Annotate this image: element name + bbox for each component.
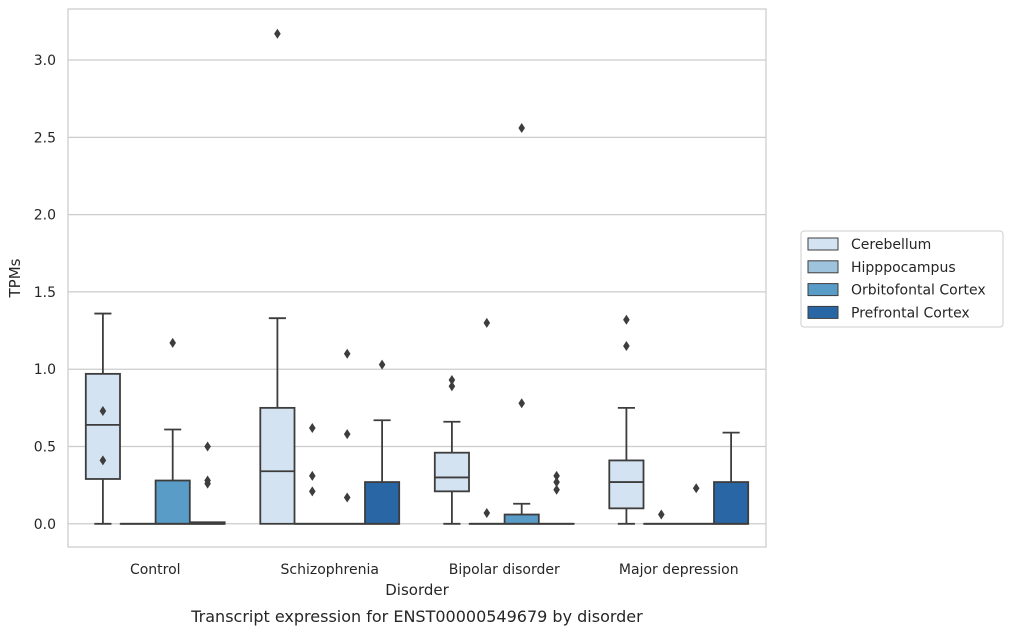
outlier-point	[309, 422, 316, 433]
y-tick-label: 0.5	[34, 440, 56, 456]
outlier-point	[553, 477, 560, 488]
outlier-point	[99, 405, 107, 416]
outlier-point	[623, 314, 630, 325]
y-axis-title: TPMs	[6, 258, 24, 298]
box-control	[189, 441, 226, 525]
outlier-point	[623, 341, 630, 352]
legend: Cerebellum Hipppocampus Orbitofontal Corte…	[800, 230, 1004, 328]
outlier-point	[343, 492, 351, 503]
box-bipolar-disorder	[538, 470, 575, 525]
legend-label: Orbitofontal Cortex	[851, 283, 986, 299]
outlier-point	[518, 398, 525, 409]
legend-swatch	[807, 283, 839, 297]
outlier-point	[99, 455, 107, 466]
outlier-point	[274, 28, 281, 39]
x-axis-title: Disorder	[385, 581, 449, 599]
legend-swatch	[807, 260, 839, 274]
box-series	[84, 28, 750, 525]
outlier-point	[343, 348, 351, 359]
x-tick-label: Major depression	[619, 562, 739, 578]
y-tick-label: 1.0	[34, 362, 56, 378]
plot-area	[68, 9, 766, 547]
box-control	[84, 312, 121, 525]
x-axis-ticks: Control Schizophrenia Bipolar disorder Majo…	[130, 562, 739, 578]
x-tick-label: Control	[130, 562, 181, 578]
outlier-point	[553, 484, 560, 495]
box-iqr	[364, 481, 401, 525]
box-schizophrenia	[364, 359, 401, 525]
outlier-point	[448, 381, 456, 392]
box-control	[154, 337, 191, 525]
outlier-point	[692, 483, 700, 494]
series-orbitofontal-cortex	[154, 123, 715, 525]
box-iqr	[608, 459, 645, 510]
outlier-point	[483, 317, 491, 328]
chart-caption: Transcript expression for ENST0000054967…	[190, 607, 643, 626]
outlier-point	[483, 507, 491, 518]
outlier-point	[169, 337, 176, 348]
y-tick-label: 1.5	[34, 285, 56, 301]
legend-label: Cerebellum	[851, 237, 931, 253]
plot-frame	[67, 8, 767, 548]
outlier-point	[658, 509, 665, 520]
box-schizophrenia	[329, 348, 366, 525]
box-iqr	[154, 479, 191, 525]
outlier-point	[518, 123, 525, 134]
box-bipolar-disorder	[433, 375, 470, 525]
legend-frame	[800, 230, 1004, 328]
box-major-depression	[608, 314, 645, 525]
box-schizophrenia	[259, 28, 296, 525]
series-prefrontal-cortex	[189, 359, 750, 525]
box-iqr	[259, 406, 296, 525]
y-tick-label: 2.0	[34, 208, 56, 224]
box-bipolar-disorder	[503, 123, 540, 525]
outlier-point	[343, 429, 351, 440]
y-tick-label: 0.0	[34, 517, 56, 533]
outlier-point	[204, 441, 211, 452]
box-iqr	[713, 481, 750, 525]
series-cerebellum	[84, 28, 645, 525]
outlier-point	[309, 470, 316, 481]
outlier-point	[309, 486, 316, 497]
legend-label: Hipppocampus	[851, 260, 956, 276]
box-major-depression	[713, 431, 750, 525]
box-major-depression	[678, 483, 715, 525]
x-tick-label: Bipolar disorder	[449, 562, 560, 578]
outlier-point	[553, 470, 560, 481]
legend-label: Prefrontal Cortex	[851, 305, 970, 321]
outlier-point	[378, 359, 386, 370]
outlier-point	[204, 478, 211, 489]
x-tick-label: Schizophrenia	[281, 562, 379, 578]
y-tick-label: 3.0	[34, 53, 56, 69]
legend-swatch	[807, 237, 839, 251]
box-iqr	[503, 513, 540, 525]
box-iqr	[433, 451, 470, 493]
y-tick-label: 2.5	[34, 130, 56, 146]
y-axis-ticks: 0.0 0.5 1.0 1.5 2.0 2.5 3.0	[34, 53, 56, 533]
outlier-point	[448, 375, 456, 386]
legend-swatch	[807, 305, 839, 319]
